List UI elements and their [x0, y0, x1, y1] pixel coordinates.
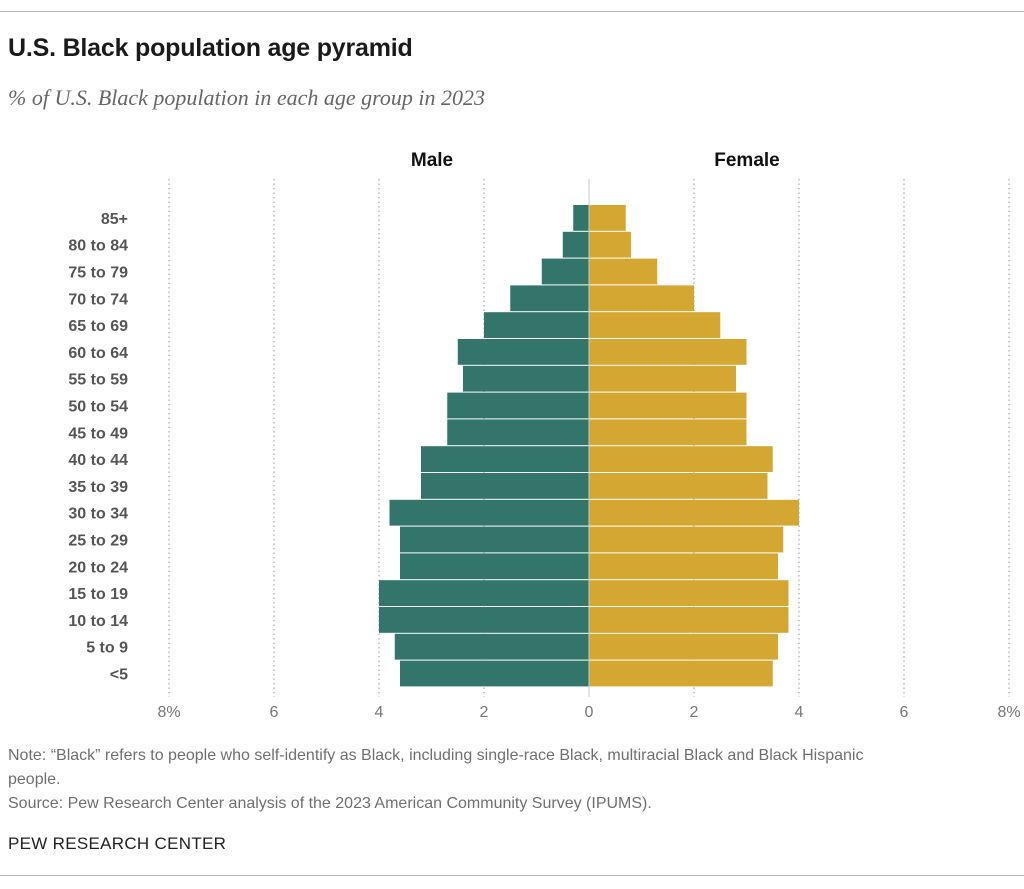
age-group-label: 55 to 59: [68, 372, 128, 389]
population-pyramid-chart: 8% 6 4 2 0 2 4 6 8% Male Female 85+ 80 to 84 75 to 79…: [68, 150, 1020, 721]
age-group-label: 10 to 14: [68, 613, 128, 630]
x-tick-label: 2: [480, 704, 489, 721]
bar-male: [573, 205, 589, 231]
age-group-label: 60 to 64: [68, 345, 128, 362]
x-tick-label: 6: [900, 704, 909, 721]
bar-male: [400, 526, 589, 553]
series-label-male: Male: [411, 150, 453, 171]
bar-female: [589, 231, 631, 258]
bar-female: [589, 553, 778, 580]
chart-title: U.S. Black population age pyramid: [8, 34, 413, 62]
series-label-female: Female: [714, 150, 779, 171]
bar-male: [389, 499, 589, 526]
bar-female: [589, 419, 747, 446]
bar-male: [541, 258, 589, 285]
bar-female: [589, 205, 626, 231]
bar-male: [421, 446, 589, 472]
age-group-label: 30 to 34: [68, 506, 128, 523]
age-group-label: 65 to 69: [68, 318, 128, 335]
bar-male: [400, 553, 589, 580]
age-group-label: 85+: [101, 211, 128, 228]
chart-source: Source: Pew Research Center analysis of …: [8, 795, 652, 812]
bar-male: [394, 633, 589, 660]
age-group-label: 40 to 44: [68, 452, 128, 469]
bar-female: [589, 285, 694, 312]
bar-male: [421, 473, 589, 499]
bar-female: [589, 258, 658, 285]
top-rule: [0, 11, 1024, 12]
age-group-label: 35 to 39: [68, 479, 128, 496]
bar-female: [589, 339, 747, 365]
age-group-label: 25 to 29: [68, 533, 128, 550]
bar-female: [589, 526, 784, 553]
bar-female: [589, 392, 747, 419]
x-tick-label: 8%: [157, 704, 180, 721]
brand-logo-text: PEW RESEARCH CENTER: [8, 834, 227, 853]
x-tick-label: 0: [585, 704, 594, 721]
age-group-label: 80 to 84: [68, 238, 128, 255]
bar-male: [400, 660, 589, 687]
bar-male: [510, 285, 589, 312]
age-group-label: 75 to 79: [68, 265, 128, 282]
age-group-label: 5 to 9: [86, 640, 128, 657]
bar-male: [484, 312, 589, 338]
bar-male: [447, 392, 589, 419]
age-group-label: 50 to 54: [68, 399, 128, 416]
bar-male: [379, 607, 589, 633]
bar-female: [589, 660, 773, 687]
bar-male: [463, 365, 589, 392]
x-tick-label: 4: [795, 704, 804, 721]
bar-female: [589, 633, 778, 660]
bar-female: [589, 365, 736, 392]
chart-note: Note: “Black” refers to people who self-…: [8, 747, 864, 788]
age-group-label: <5: [110, 667, 128, 684]
bottom-rule: [0, 875, 1024, 876]
bar-male: [457, 339, 589, 365]
bar-female: [589, 312, 721, 338]
bar-female: [589, 580, 789, 606]
age-group-label: 15 to 19: [68, 586, 128, 603]
age-group-label: 70 to 74: [68, 291, 128, 308]
bar-female: [589, 446, 773, 472]
chart-subtitle: % of U.S. Black population in each age g…: [8, 85, 486, 110]
x-tick-label: 2: [690, 704, 699, 721]
bar-female: [589, 499, 799, 526]
x-tick-label: 8%: [997, 704, 1020, 721]
age-group-label: 45 to 49: [68, 425, 128, 442]
bar-female: [589, 607, 789, 633]
bar-male: [562, 231, 589, 258]
age-group-label: 20 to 24: [68, 559, 128, 576]
bar-female: [589, 473, 768, 499]
bar-male: [379, 580, 589, 606]
x-tick-label: 6: [270, 704, 279, 721]
x-tick-label: 4: [375, 704, 384, 721]
bar-male: [447, 419, 589, 446]
